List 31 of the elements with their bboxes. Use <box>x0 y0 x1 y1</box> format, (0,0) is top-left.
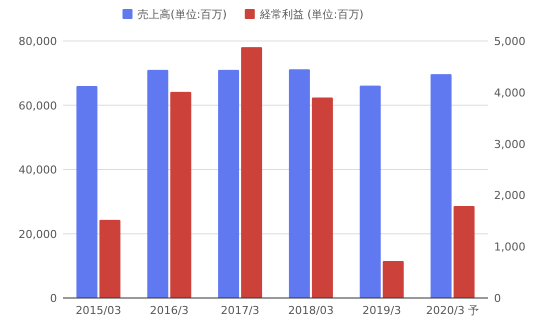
y2-tick-label: 0 <box>494 292 501 305</box>
y2-tick-label: 1,000 <box>494 240 526 254</box>
y-tick-label: 40,000 <box>18 164 57 176</box>
x-tick-label: 2017/3 <box>220 304 260 317</box>
x-tick-label: 2015/03 <box>76 304 122 317</box>
bar <box>382 260 404 298</box>
bar <box>454 206 475 298</box>
bar <box>360 86 381 298</box>
y-tick-label: 60,000 <box>18 99 57 112</box>
y-tick-label: 20,000 <box>18 228 57 241</box>
y2-tick-label: 2,000 <box>494 189 526 202</box>
y2-tick-label: 3,000 <box>494 138 526 151</box>
y-tick-label: 0 <box>50 292 57 305</box>
x-tick-label: 2018/03 <box>288 304 334 317</box>
bar <box>170 92 192 298</box>
bar <box>241 47 262 298</box>
legend-label: 売上高(単位:百万) <box>138 8 227 21</box>
x-tick-label: 2019/3 <box>362 304 402 317</box>
y2-tick-label: 4,000 <box>494 86 526 100</box>
legend-label: 経常利益 (単位:百万) <box>258 8 364 21</box>
bar <box>430 74 452 298</box>
y2-tick-label: 5,000 <box>494 35 526 48</box>
x-tick-label: 2020/3 予 <box>426 304 480 317</box>
y-tick-label: 80,000 <box>18 35 57 48</box>
bar <box>312 98 333 298</box>
bar <box>288 69 310 298</box>
bar <box>99 220 120 298</box>
bar <box>147 70 168 298</box>
x-tick-label: 2016/3 <box>150 304 189 317</box>
bar <box>76 86 98 298</box>
bar <box>218 70 240 298</box>
